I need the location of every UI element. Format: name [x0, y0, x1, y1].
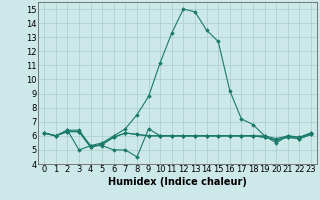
X-axis label: Humidex (Indice chaleur): Humidex (Indice chaleur) — [108, 177, 247, 187]
